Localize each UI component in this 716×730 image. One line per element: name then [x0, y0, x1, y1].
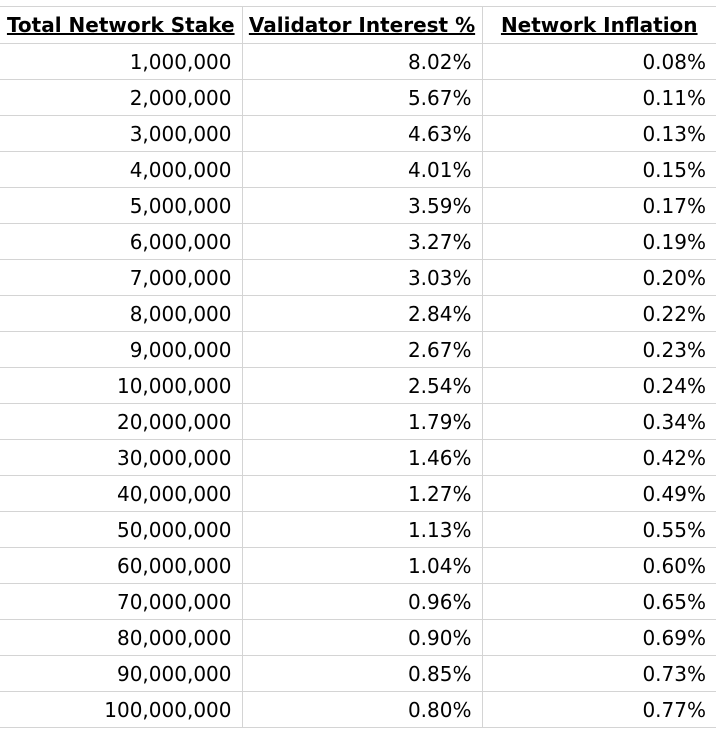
network-inflation-cell[interactable]: 0.23% — [481, 331, 716, 368]
validator-interest-cell[interactable]: 2.54% — [241, 367, 483, 404]
validator-interest-cell[interactable]: 4.63% — [241, 115, 483, 152]
header-total-network-stake[interactable]: Total Network Stake — [0, 6, 243, 44]
total-network-stake-cell[interactable]: 80,000,000 — [0, 619, 243, 656]
spreadsheet: Total Network Stake Validator Interest %… — [0, 6, 716, 730]
network-inflation-cell[interactable]: 0.42% — [481, 439, 716, 476]
total-network-stake-cell[interactable]: 70,000,000 — [0, 583, 243, 620]
network-inflation-cell[interactable]: 0.22% — [481, 295, 716, 332]
stake-inflation-table: Total Network Stake Validator Interest %… — [0, 6, 716, 728]
table-row: 60,000,000 1.04% 0.60% — [0, 547, 716, 584]
validator-interest-cell[interactable]: 2.84% — [241, 295, 483, 332]
validator-interest-cell[interactable]: 1.27% — [241, 475, 483, 512]
validator-interest-cell[interactable]: 1.79% — [241, 403, 483, 440]
table-row: 30,000,000 1.46% 0.42% — [0, 439, 716, 476]
validator-interest-cell[interactable]: 4.01% — [241, 151, 483, 188]
table-row: 50,000,000 1.13% 0.55% — [0, 511, 716, 548]
table-row: 7,000,000 3.03% 0.20% — [0, 259, 716, 296]
table-row: 8,000,000 2.84% 0.22% — [0, 295, 716, 332]
table-row: 100,000,000 0.80% 0.77% — [0, 691, 716, 728]
validator-interest-cell[interactable]: 5.67% — [241, 79, 483, 116]
total-network-stake-cell[interactable]: 2,000,000 — [0, 79, 243, 116]
network-inflation-cell[interactable]: 0.65% — [481, 583, 716, 620]
header-row: Total Network Stake Validator Interest %… — [0, 6, 716, 44]
total-network-stake-cell[interactable]: 5,000,000 — [0, 187, 243, 224]
total-network-stake-cell[interactable]: 1,000,000 — [0, 43, 243, 80]
total-network-stake-cell[interactable]: 40,000,000 — [0, 475, 243, 512]
total-network-stake-cell[interactable]: 30,000,000 — [0, 439, 243, 476]
table-row: 10,000,000 2.54% 0.24% — [0, 367, 716, 404]
total-network-stake-cell[interactable]: 8,000,000 — [0, 295, 243, 332]
network-inflation-cell[interactable]: 0.49% — [481, 475, 716, 512]
table-row: 6,000,000 3.27% 0.19% — [0, 223, 716, 260]
table-row: 70,000,000 0.96% 0.65% — [0, 583, 716, 620]
network-inflation-cell[interactable]: 0.60% — [481, 547, 716, 584]
table-row: 40,000,000 1.27% 0.49% — [0, 475, 716, 512]
total-network-stake-cell[interactable]: 4,000,000 — [0, 151, 243, 188]
network-inflation-cell[interactable]: 0.55% — [481, 511, 716, 548]
validator-interest-cell[interactable]: 1.04% — [241, 547, 483, 584]
total-network-stake-cell[interactable]: 100,000,000 — [0, 691, 243, 728]
total-network-stake-cell[interactable]: 60,000,000 — [0, 547, 243, 584]
table-row: 9,000,000 2.67% 0.23% — [0, 331, 716, 368]
validator-interest-cell[interactable]: 0.96% — [241, 583, 483, 620]
validator-interest-cell[interactable]: 1.13% — [241, 511, 483, 548]
total-network-stake-cell[interactable]: 50,000,000 — [0, 511, 243, 548]
table-body: 1,000,000 8.02% 0.08% 2,000,000 5.67% 0.11% 3,… — [0, 43, 716, 728]
network-inflation-cell[interactable]: 0.73% — [481, 655, 716, 692]
total-network-stake-cell[interactable]: 6,000,000 — [0, 223, 243, 260]
table-row: 5,000,000 3.59% 0.17% — [0, 187, 716, 224]
validator-interest-cell[interactable]: 1.46% — [241, 439, 483, 476]
validator-interest-cell[interactable]: 8.02% — [241, 43, 483, 80]
total-network-stake-cell[interactable]: 10,000,000 — [0, 367, 243, 404]
validator-interest-cell[interactable]: 3.03% — [241, 259, 483, 296]
table-row: 20,000,000 1.79% 0.34% — [0, 403, 716, 440]
network-inflation-cell[interactable]: 0.11% — [481, 79, 716, 116]
total-network-stake-cell[interactable]: 20,000,000 — [0, 403, 243, 440]
total-network-stake-cell[interactable]: 3,000,000 — [0, 115, 243, 152]
validator-interest-cell[interactable]: 2.67% — [241, 331, 483, 368]
validator-interest-cell[interactable]: 3.59% — [241, 187, 483, 224]
network-inflation-cell[interactable]: 0.13% — [481, 115, 716, 152]
table-row: 3,000,000 4.63% 0.13% — [0, 115, 716, 152]
validator-interest-cell[interactable]: 0.85% — [241, 655, 483, 692]
validator-interest-cell[interactable]: 0.80% — [241, 691, 483, 728]
total-network-stake-cell[interactable]: 90,000,000 — [0, 655, 243, 692]
network-inflation-cell[interactable]: 0.17% — [481, 187, 716, 224]
network-inflation-cell[interactable]: 0.08% — [481, 43, 716, 80]
network-inflation-cell[interactable]: 0.19% — [481, 223, 716, 260]
table-row: 1,000,000 8.02% 0.08% — [0, 43, 716, 80]
header-validator-interest[interactable]: Validator Interest % — [241, 6, 483, 44]
validator-interest-cell[interactable]: 0.90% — [241, 619, 483, 656]
network-inflation-cell[interactable]: 0.69% — [481, 619, 716, 656]
table-row: 4,000,000 4.01% 0.15% — [0, 151, 716, 188]
validator-interest-cell[interactable]: 3.27% — [241, 223, 483, 260]
table-row: 80,000,000 0.90% 0.69% — [0, 619, 716, 656]
network-inflation-cell[interactable]: 0.34% — [481, 403, 716, 440]
network-inflation-cell[interactable]: 0.20% — [481, 259, 716, 296]
network-inflation-cell[interactable]: 0.24% — [481, 367, 716, 404]
network-inflation-cell[interactable]: 0.15% — [481, 151, 716, 188]
network-inflation-cell[interactable]: 0.77% — [481, 691, 716, 728]
table-row: 90,000,000 0.85% 0.73% — [0, 655, 716, 692]
table-row: 2,000,000 5.67% 0.11% — [0, 79, 716, 116]
total-network-stake-cell[interactable]: 7,000,000 — [0, 259, 243, 296]
header-network-inflation[interactable]: Network Inflation — [481, 6, 716, 44]
total-network-stake-cell[interactable]: 9,000,000 — [0, 331, 243, 368]
